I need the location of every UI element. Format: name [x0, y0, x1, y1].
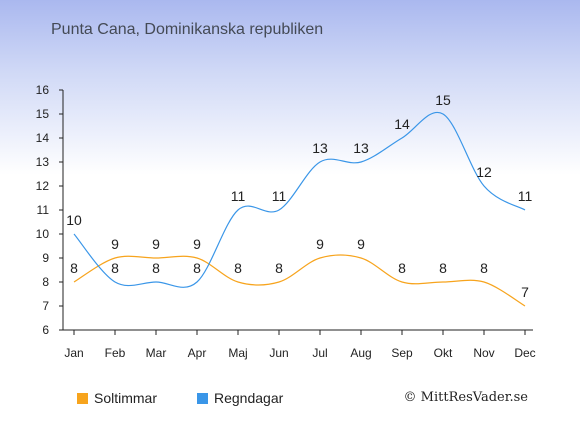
legend-item-regndagar: Regndagar: [197, 390, 283, 406]
data-label-regndagar-jun: 11: [272, 188, 287, 204]
data-label-regndagar-okt: 15: [435, 92, 451, 108]
chart-value-labels: 8 9 9 9 8 8 9 9 8 8 8 7 10 8 8 8 11 11 13 13 14 15 12 11: [66, 92, 532, 300]
y-tick-label-12: 12: [36, 179, 50, 193]
data-label-soltimmar-sep: 8: [398, 260, 406, 276]
data-label-soltimmar-mar: 9: [152, 236, 160, 252]
y-tick-label-8: 8: [42, 275, 49, 289]
legend-item-soltimmar: Soltimmar: [77, 390, 157, 406]
data-label-soltimmar-jul: 9: [316, 236, 324, 252]
series-line-regndagar: [73, 111, 526, 288]
legend-swatch-regndagar: [197, 392, 208, 404]
y-tick-label-6: 6: [42, 323, 49, 337]
x-tick-label-feb: Feb: [105, 346, 126, 360]
data-label-regndagar-feb: 8: [111, 260, 119, 276]
y-tick-label-15: 15: [36, 107, 50, 121]
x-tick-label-nov: Nov: [473, 346, 494, 360]
data-label-soltimmar-dec: 7: [521, 284, 529, 300]
y-tick-label-13: 13: [36, 155, 50, 169]
y-tick-label-10: 10: [36, 227, 50, 241]
data-label-regndagar-maj: 11: [231, 188, 246, 204]
data-label-regndagar-mar: 8: [152, 260, 160, 276]
data-label-soltimmar-maj: 8: [234, 260, 242, 276]
legend-label-regndagar: Regndagar: [214, 390, 284, 406]
y-tick-label-14: 14: [36, 131, 50, 145]
legend-swatch-soltimmar: [77, 392, 88, 404]
data-label-soltimmar-feb: 9: [111, 236, 119, 252]
x-tick-label-apr: Apr: [188, 346, 207, 360]
data-label-soltimmar-jan: 8: [70, 260, 78, 276]
x-tick-label-jul: Jul: [312, 346, 327, 360]
data-label-regndagar-jul: 13: [312, 140, 328, 156]
data-label-soltimmar-aug: 9: [357, 236, 365, 252]
copyright-notice: © MittResVader.se: [403, 390, 528, 405]
series-line-soltimmar: [73, 254, 526, 307]
legend-label-soltimmar: Soltimmar: [94, 390, 158, 406]
data-label-soltimmar-okt: 8: [439, 260, 447, 276]
x-tick-label-dec: Dec: [514, 346, 535, 360]
y-tick-label-9: 9: [42, 251, 49, 265]
data-label-regndagar-nov: 12: [476, 164, 492, 180]
data-label-soltimmar-jun: 8: [275, 260, 283, 276]
chart-lines: [73, 111, 526, 307]
data-label-regndagar-jan: 10: [66, 212, 82, 228]
x-tick-label-jun: Jun: [269, 346, 288, 360]
y-tick-label-16: 16: [36, 83, 50, 97]
chart-axes: 6 7 8 9 10 11 12 13 14 15 16 Jan Feb Mar Apr Maj Jun Jul A…: [36, 83, 536, 360]
data-label-regndagar-apr: 8: [193, 260, 201, 276]
x-tick-label-maj: Maj: [228, 346, 247, 360]
x-tick-label-okt: Okt: [434, 346, 453, 360]
y-tick-label-7: 7: [42, 299, 49, 313]
data-label-soltimmar-nov: 8: [480, 260, 488, 276]
x-tick-label-aug: Aug: [350, 346, 371, 360]
x-tick-label-jan: Jan: [64, 346, 83, 360]
x-tick-label-sep: Sep: [391, 346, 413, 360]
chart-title: Punta Cana, Dominikanska republiken: [51, 21, 324, 38]
data-label-regndagar-aug: 13: [353, 140, 369, 156]
data-label-regndagar-dec: 11: [518, 188, 533, 204]
data-label-regndagar-sep: 14: [394, 116, 410, 132]
x-tick-label-mar: Mar: [146, 346, 167, 360]
y-tick-label-11: 11: [37, 203, 50, 217]
data-label-soltimmar-apr: 9: [193, 236, 201, 252]
